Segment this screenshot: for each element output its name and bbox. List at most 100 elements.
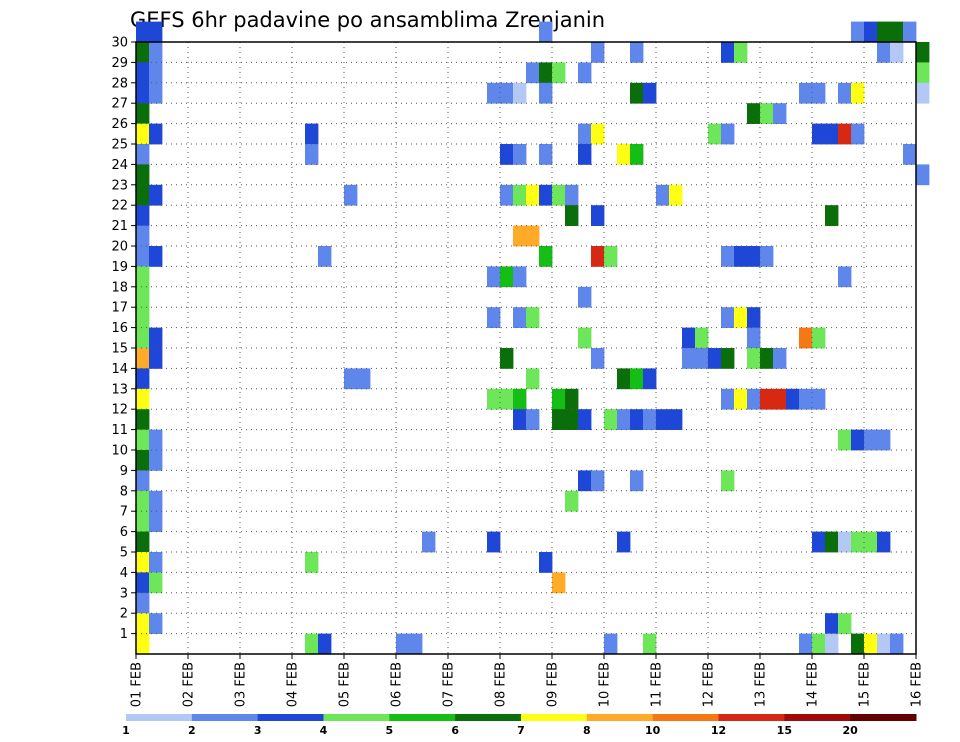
heatmap-cell bbox=[344, 368, 358, 390]
heatmap-cell bbox=[669, 184, 683, 206]
x-tick-label: 14 FEB bbox=[806, 662, 821, 707]
heatmap-cell bbox=[357, 368, 371, 390]
heatmap-cell bbox=[838, 266, 852, 288]
heatmap-cell bbox=[838, 613, 852, 634]
heatmap-cell bbox=[539, 21, 553, 43]
heatmap-cell bbox=[734, 307, 748, 328]
x-tick-label: 02 FEB bbox=[182, 662, 197, 707]
heatmap-cell bbox=[318, 633, 332, 655]
heatmap-cell bbox=[344, 184, 358, 206]
heatmap-cell bbox=[552, 62, 566, 84]
heatmap-cell bbox=[877, 429, 891, 451]
heatmap-cell bbox=[591, 470, 605, 492]
heatmap-cell bbox=[760, 348, 774, 369]
y-tick-label: 21 bbox=[111, 219, 128, 234]
heatmap-cell bbox=[500, 82, 514, 104]
y-tick-label: 3 bbox=[120, 586, 128, 601]
heatmap-cell bbox=[604, 633, 618, 655]
y-tick-label: 23 bbox=[111, 178, 128, 193]
heatmap-cell bbox=[422, 531, 436, 553]
legend-label: 1 bbox=[122, 724, 130, 737]
heatmap-cell bbox=[149, 490, 163, 512]
x-tick-label: 15 FEB bbox=[858, 662, 873, 707]
legend-swatch bbox=[850, 714, 917, 721]
heatmap-cell bbox=[539, 62, 553, 84]
legend-label: 10 bbox=[645, 724, 661, 737]
heatmap-cell bbox=[513, 388, 527, 410]
heatmap-cell bbox=[825, 531, 839, 553]
heatmap-cell bbox=[552, 409, 566, 430]
heatmap-cell bbox=[591, 123, 605, 145]
heatmap-cell bbox=[630, 144, 644, 165]
heatmap-cell bbox=[760, 388, 774, 410]
heatmap-cell bbox=[747, 246, 761, 267]
heatmap-cell bbox=[825, 123, 839, 145]
heatmap-cell bbox=[578, 286, 592, 308]
y-tick-label: 14 bbox=[111, 362, 128, 377]
heatmap-cell bbox=[565, 490, 579, 512]
y-tick-label: 27 bbox=[111, 97, 128, 112]
heatmap-cell bbox=[890, 633, 904, 655]
x-tick-label: 16 FEB bbox=[910, 662, 925, 707]
heatmap-cell bbox=[838, 531, 852, 553]
heatmap-cell bbox=[136, 552, 150, 573]
heatmap-cell bbox=[136, 123, 150, 145]
heatmap-cell bbox=[838, 429, 852, 451]
heatmap-cell bbox=[604, 409, 618, 430]
heatmap-cell bbox=[136, 82, 150, 104]
heatmap-cell bbox=[877, 21, 891, 43]
heatmap-cell bbox=[721, 123, 735, 145]
heatmap-cell bbox=[916, 62, 930, 84]
heatmap-cell bbox=[812, 327, 826, 349]
x-tick-label: 09 FEB bbox=[546, 662, 561, 707]
chart-title: GEFS 6hr padavine po ansamblima Zrenjani… bbox=[130, 8, 605, 32]
legend-label: 20 bbox=[843, 724, 859, 737]
heatmap-cell bbox=[617, 531, 631, 553]
heatmap-cell bbox=[136, 21, 150, 43]
heatmap-cell bbox=[149, 511, 163, 532]
heatmap-cell bbox=[136, 490, 150, 512]
heatmap-cell bbox=[136, 307, 150, 328]
heatmap-cell bbox=[682, 327, 696, 349]
heatmap-cell bbox=[916, 42, 930, 63]
heatmap-cell bbox=[799, 327, 813, 349]
heatmap-cell bbox=[539, 552, 553, 573]
heatmap-cell bbox=[643, 633, 657, 655]
heatmap-cell bbox=[916, 82, 930, 104]
heatmap-cell bbox=[617, 144, 631, 165]
legend-swatch bbox=[521, 714, 588, 721]
heatmap-cells bbox=[136, 21, 930, 655]
heatmap-cell bbox=[305, 633, 319, 655]
heatmap-cell bbox=[578, 327, 592, 349]
heatmap-cell bbox=[513, 225, 527, 247]
y-tick-label: 30 bbox=[111, 36, 128, 51]
heatmap-cell bbox=[500, 266, 514, 288]
heatmap-cell bbox=[747, 103, 761, 124]
heatmap-cell bbox=[604, 246, 618, 267]
heatmap-cell bbox=[669, 409, 683, 430]
heatmap-cell bbox=[149, 450, 163, 471]
heatmap-cell bbox=[838, 82, 852, 104]
heatmap-cell bbox=[136, 225, 150, 247]
legend-label: 8 bbox=[583, 724, 591, 737]
legend-label: 5 bbox=[386, 724, 394, 737]
heatmap-cell bbox=[721, 348, 735, 369]
heatmap-cell bbox=[539, 144, 553, 165]
heatmap-cell bbox=[617, 368, 631, 390]
heatmap-cell bbox=[513, 82, 527, 104]
heatmap-cell bbox=[513, 409, 527, 430]
heatmap-cell bbox=[136, 164, 150, 186]
heatmap-cell bbox=[851, 633, 865, 655]
legend-swatch bbox=[455, 714, 522, 721]
heatmap-cell bbox=[890, 42, 904, 63]
y-tick-label: 28 bbox=[111, 76, 128, 91]
legend-label: 6 bbox=[451, 724, 459, 737]
heatmap-cell bbox=[487, 82, 501, 104]
heatmap-cell bbox=[812, 388, 826, 410]
heatmap-cell bbox=[825, 633, 839, 655]
heatmap-cell bbox=[149, 184, 163, 206]
y-tick-label: 18 bbox=[111, 280, 128, 295]
heatmap-cell bbox=[136, 633, 150, 655]
heatmap-cell bbox=[578, 470, 592, 492]
x-tick-label: 03 FEB bbox=[234, 662, 249, 707]
